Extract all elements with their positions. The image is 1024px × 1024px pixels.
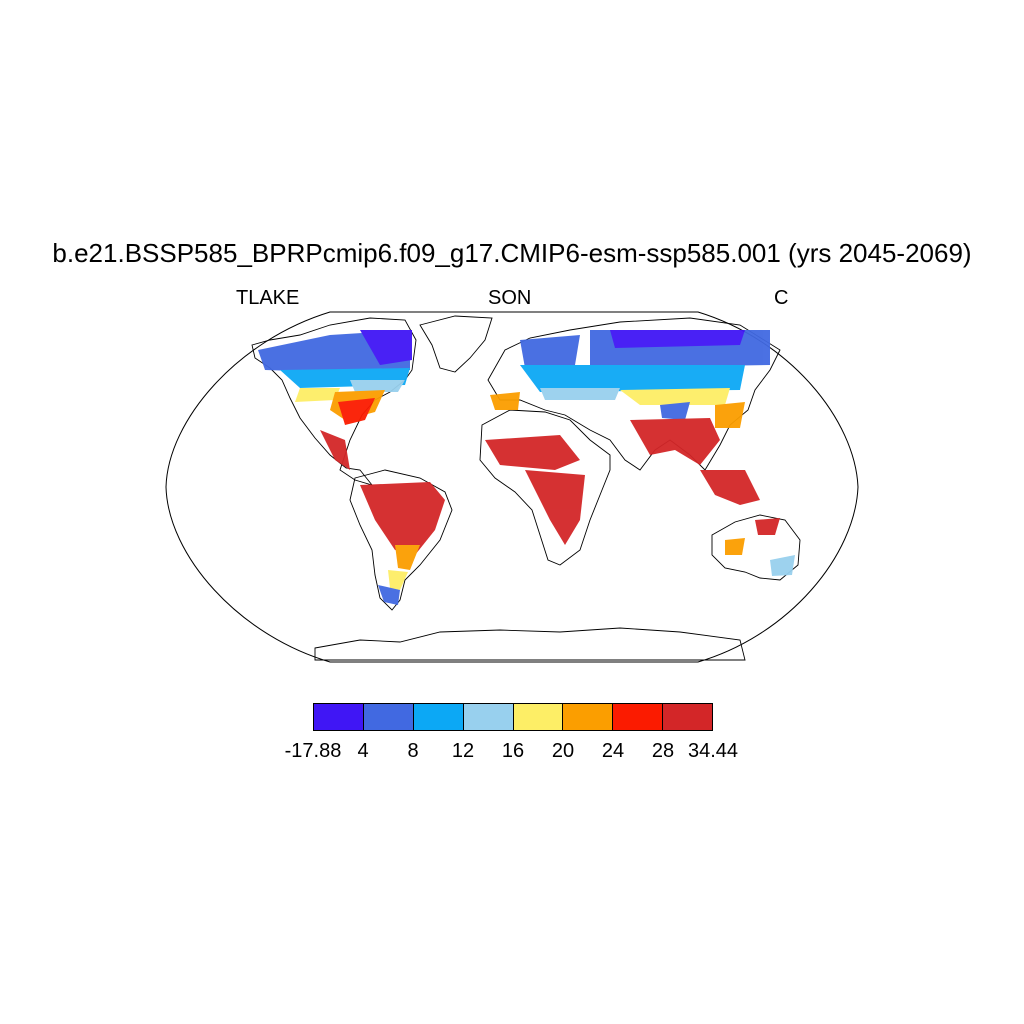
colorbar-box <box>314 704 364 730</box>
colorbar-label: 24 <box>601 740 625 762</box>
colorbar-box <box>463 704 514 730</box>
figure-title: b.e21.BSSP585_BPRPcmip6.f09_g17.CMIP6-es… <box>52 238 972 268</box>
colorbar-label: 34.44 <box>687 740 739 762</box>
colorbar-box <box>613 704 664 730</box>
colorbar-box <box>363 704 414 730</box>
colorbar-label: 8 <box>407 740 419 762</box>
colorbar-box <box>563 704 614 730</box>
colorbar-label: 28 <box>651 740 675 762</box>
colorbar-box <box>663 704 712 730</box>
colorbar-label: 20 <box>551 740 575 762</box>
antarctica-coast <box>314 627 746 661</box>
colorbar <box>313 703 713 731</box>
colorbar-box <box>413 704 464 730</box>
africa-coast <box>479 409 611 566</box>
colorbar-label: 4 <box>357 740 369 762</box>
colorbar-box <box>513 704 564 730</box>
colorbar-label: -17.88 <box>284 740 342 762</box>
colorbar-label: 16 <box>501 740 525 762</box>
europe-asia-coast <box>487 317 781 471</box>
variable-label: TLAKE <box>236 287 300 309</box>
colorbar-label: 12 <box>451 740 475 762</box>
units-label: C <box>774 287 789 309</box>
data-field <box>258 330 795 605</box>
season-label: SON <box>488 287 532 309</box>
greenland-coast <box>419 315 493 373</box>
